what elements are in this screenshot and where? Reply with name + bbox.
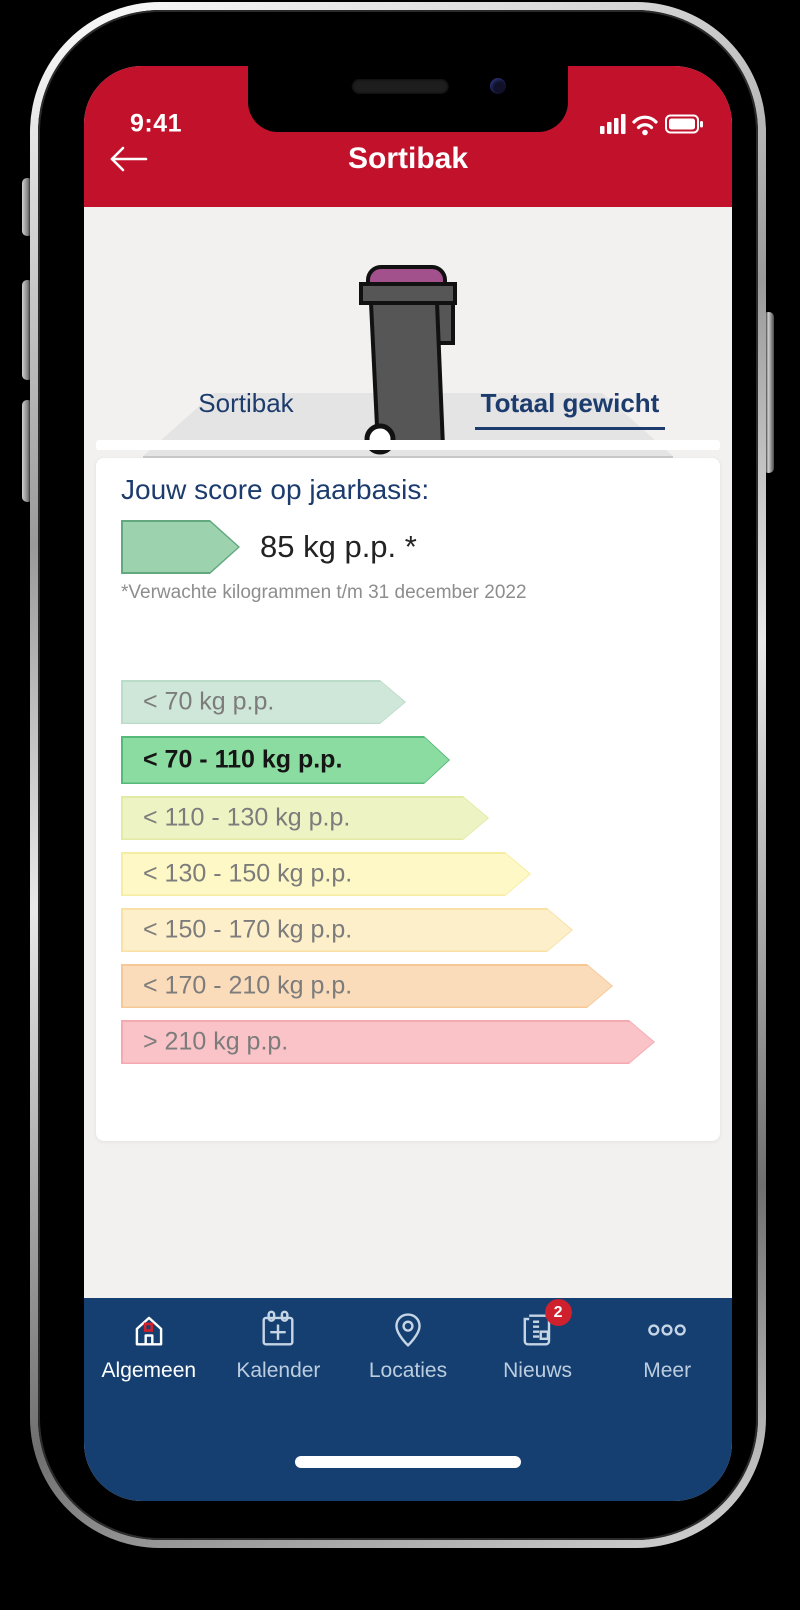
scale-row: < 70 - 110 kg p.p. bbox=[121, 736, 450, 784]
scale-row-fill bbox=[123, 738, 449, 783]
scale-row-fill bbox=[123, 798, 488, 839]
score-row: 85 kg p.p. * bbox=[121, 520, 417, 574]
speaker-grille bbox=[351, 79, 449, 94]
news-icon: 2 bbox=[516, 1299, 572, 1352]
mute-switch bbox=[22, 178, 33, 236]
wifi-icon bbox=[632, 115, 658, 130]
app-header: 9:41 bbox=[84, 66, 732, 207]
score-value: 85 kg p.p. * bbox=[260, 529, 417, 564]
nav-label: Meer bbox=[643, 1359, 692, 1382]
nav-item-kalender[interactable]: Kalender bbox=[214, 1308, 344, 1383]
nav-item-locaties[interactable]: Locaties bbox=[343, 1308, 473, 1383]
calendar-icon bbox=[256, 1308, 300, 1352]
back-arrow-icon bbox=[110, 146, 148, 172]
weight-scale: < 70 kg p.p. < 70 - 110 kg p.p. < 110 - … bbox=[121, 680, 655, 1076]
bottom-navigation: Algemeen Kalender bbox=[84, 1298, 732, 1501]
score-card: Jouw score op jaarbasis: 85 kg p.p. * *V… bbox=[96, 458, 720, 1141]
header-row: Sortibak bbox=[84, 140, 732, 180]
nav-item-meer[interactable]: Meer bbox=[602, 1308, 732, 1383]
scale-row-fill bbox=[123, 910, 572, 951]
score-arrow-badge bbox=[121, 520, 240, 574]
page-title: Sortibak bbox=[347, 142, 469, 175]
battery-icon bbox=[665, 114, 703, 134]
status-time: 9:41 bbox=[130, 109, 183, 138]
back-button[interactable] bbox=[106, 142, 150, 176]
tab-sheet-edge bbox=[96, 440, 720, 450]
tab-sortibak[interactable]: Sortibak bbox=[84, 384, 408, 430]
app-screen: 9:41 bbox=[84, 66, 732, 1501]
scale-row-fill bbox=[123, 682, 405, 723]
scale-row: > 210 kg p.p. bbox=[121, 1020, 655, 1064]
waste-bin bbox=[359, 265, 457, 455]
signal-icon bbox=[600, 114, 626, 134]
scale-row-label: < 110 - 130 kg p.p. bbox=[143, 803, 351, 832]
front-camera bbox=[490, 78, 506, 94]
more-icon bbox=[645, 1308, 689, 1352]
phone-frame: 9:41 bbox=[30, 2, 766, 1548]
score-footnote: *Verwachte kilogrammen t/m 31 december 2… bbox=[121, 582, 527, 603]
scale-row-fill bbox=[123, 1022, 654, 1063]
tab-totaal-gewicht[interactable]: Totaal gewicht bbox=[408, 384, 732, 430]
nav-label: Kalender bbox=[236, 1359, 321, 1382]
tab-bar: Sortibak Totaal gewicht bbox=[84, 384, 732, 430]
wifi-dot bbox=[642, 129, 648, 136]
volume-down-button bbox=[22, 400, 33, 502]
volume-up-button bbox=[22, 280, 33, 380]
phone-bezel: 9:41 bbox=[38, 10, 758, 1540]
scale-row-fill bbox=[123, 854, 530, 895]
tab-sortibak-label: Sortibak bbox=[198, 388, 294, 418]
nav-label: Algemeen bbox=[101, 1359, 197, 1382]
power-button bbox=[763, 312, 774, 473]
scale-row-label: < 130 - 150 kg p.p. bbox=[143, 859, 353, 888]
scale-row-fill bbox=[123, 966, 612, 1007]
locations-icon bbox=[386, 1308, 430, 1352]
nav-item-nieuws[interactable]: 2 Nieuws bbox=[473, 1299, 603, 1383]
nav-items: Algemeen Kalender bbox=[84, 1298, 732, 1383]
bin-rim bbox=[359, 282, 457, 305]
nav-label: Locaties bbox=[368, 1359, 448, 1382]
scale-row: < 70 kg p.p. bbox=[121, 680, 406, 724]
scale-row: < 170 - 210 kg p.p. bbox=[121, 964, 613, 1008]
scale-row-label: < 70 kg p.p. bbox=[143, 687, 275, 716]
scale-row-label: < 70 - 110 kg p.p. bbox=[143, 745, 343, 774]
score-arrow-fill bbox=[123, 522, 238, 572]
status-icons-svg bbox=[600, 114, 703, 136]
tab-totaal-gewicht-label: Totaal gewicht bbox=[474, 384, 666, 430]
nav-label: Nieuws bbox=[503, 1359, 572, 1382]
status-icons bbox=[600, 112, 708, 143]
score-heading: Jouw score op jaarbasis: bbox=[121, 474, 430, 505]
scale-row: < 110 - 130 kg p.p. bbox=[121, 796, 489, 840]
scale-row-label: < 170 - 210 kg p.p. bbox=[143, 971, 353, 1000]
scale-row: < 130 - 150 kg p.p. bbox=[121, 852, 531, 896]
home-icon bbox=[127, 1308, 171, 1352]
scale-row-label: > 210 kg p.p. bbox=[143, 1027, 289, 1056]
scale-row-label: < 150 - 170 kg p.p. bbox=[143, 915, 353, 944]
nav-item-algemeen[interactable]: Algemeen bbox=[84, 1308, 214, 1383]
notification-badge: 2 bbox=[544, 1299, 572, 1326]
scale-row: < 150 - 170 kg p.p. bbox=[121, 908, 573, 952]
notch bbox=[248, 66, 568, 132]
home-indicator[interactable] bbox=[295, 1456, 521, 1468]
